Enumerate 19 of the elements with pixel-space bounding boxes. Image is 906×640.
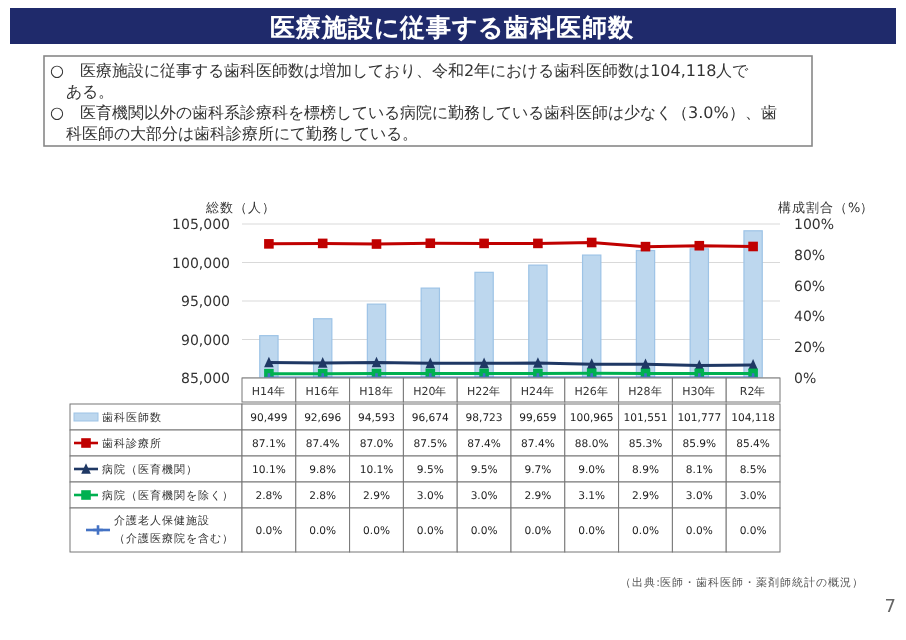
text: ○ 医育機関以外の歯科系診療科を標榜している病院に勤務している歯科医師は少なく（3.0%）、歯科医師の大部分は歯科診療所にて勤務している。 [50, 104, 777, 143]
point [479, 357, 489, 369]
point [371, 239, 382, 249]
point [694, 240, 705, 251]
point [425, 357, 436, 369]
point [640, 358, 651, 370]
point [748, 241, 758, 252]
point [371, 356, 382, 368]
chart-title: 医療施設に従事する歯科医師数 [270, 12, 636, 42]
point [533, 357, 543, 368]
point [317, 238, 328, 249]
point [479, 238, 489, 249]
text: ○ 医療施設に従事する歯科医師数は増加しており、令和2年における歯科医師数は104,118人である。 [50, 62, 751, 101]
point [425, 238, 436, 249]
point [317, 357, 328, 368]
point [586, 237, 597, 248]
point [533, 238, 543, 249]
text: 7 [884, 598, 896, 618]
point [264, 239, 274, 249]
